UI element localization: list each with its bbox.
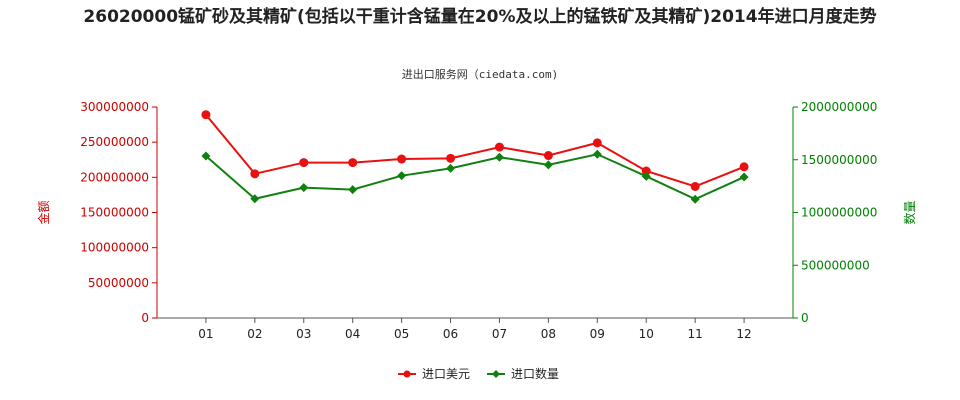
series-2-point [641,171,651,181]
x-tick-label: 11 [688,327,703,341]
legend-label-1: 进口美元 [422,367,470,381]
x-tick-label: 03 [296,327,311,341]
series-2-point [739,172,749,182]
right-tick-label: 2000000000 [801,100,877,114]
series-1-point [201,110,211,120]
series-1-point [348,158,358,168]
series-2-point [201,151,211,161]
series-1-point [494,142,504,152]
series-1-point [592,138,602,148]
series-2-point [446,163,456,173]
right-axis-title: 数量 [902,200,917,224]
series [201,110,749,204]
series-1-point [446,153,456,163]
left-tick-label: 0 [141,311,149,325]
left-axis-ticks: 0 50000000 100000000 150000000 200000000 2500… [36,100,157,325]
x-tick-label: 07 [492,327,507,341]
legend-marker-2 [492,370,500,378]
x-tick-label: 06 [443,327,458,341]
left-tick-label: 100000000 [80,241,149,255]
right-tick-label: 0 [801,311,809,325]
series-2-point [250,194,260,204]
left-tick-label: 50000000 [88,276,149,290]
series-2-point [592,149,602,159]
series-line-2 [205,153,745,201]
left-tick-label: 300000000 [80,100,149,114]
x-tick-label: 09 [590,327,605,341]
right-axis-ticks: 0 500000000 1000000000 1500000000 2000000000… [793,100,917,325]
x-tick-label: 10 [639,327,654,341]
series-2-point [397,171,407,181]
series-2-point [494,152,504,162]
x-tick-label: 01 [198,327,213,341]
series-1-point [543,151,553,161]
axes [156,107,794,319]
x-tick-label: 05 [394,327,409,341]
series-line-1 [205,114,745,188]
legend: 进口美元 进口数量 [398,366,559,381]
x-axis-ticks: 01 02 03 04 05 06 07 08 09 10 11 12 [198,318,752,341]
x-tick-label: 02 [247,327,262,341]
x-tick-label: 08 [541,327,556,341]
left-tick-label: 250000000 [80,135,149,149]
series-2-point [299,183,309,193]
series-1-point [690,181,700,191]
series-1-point [641,166,651,176]
chart-title: 26020000锰矿砂及其精矿(包括以干重计含锰量在20%及以上的锰铁矿及其精矿… [83,7,877,27]
x-tick-label: 12 [736,327,751,341]
left-axis-title: 金额 [36,200,51,224]
series-1-point [250,169,260,179]
right-tick-label: 1000000000 [801,206,877,220]
right-tick-label: 500000000 [801,258,870,272]
chart-source: 进出口服务网（ciedata.com) [401,68,559,81]
series-1-point [397,154,407,164]
right-tick-label: 1500000000 [801,153,877,167]
legend-marker-1 [403,370,411,378]
series-1-point [299,158,309,168]
series-2-point [543,160,553,170]
left-tick-label: 150000000 [80,206,149,220]
x-tick-label: 04 [345,327,360,341]
left-tick-label: 200000000 [80,170,149,184]
legend-label-2: 进口数量 [511,366,559,381]
series-2-point [690,194,700,204]
series-2-point [348,185,358,195]
series-1-point [739,162,749,172]
